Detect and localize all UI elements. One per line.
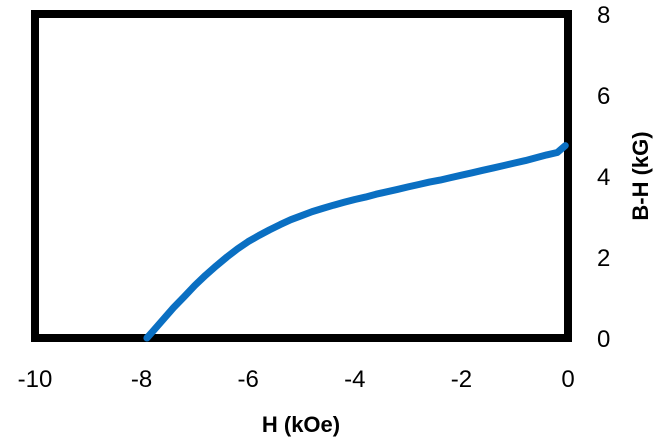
y-tick-label: 2 [597, 245, 610, 272]
y-axis-title: B-H (kG) [628, 131, 653, 220]
y-tick-label: 8 [597, 2, 610, 29]
series-layer [143, 142, 569, 342]
y-tick-label: 6 [597, 83, 610, 110]
y-tick-label: 4 [597, 164, 610, 191]
x-tick-label: -6 [238, 366, 259, 393]
x-tick-label: 0 [561, 366, 574, 393]
plot-frame [31, 10, 572, 342]
tick-labels: -10 -8 -6 -4 -2 00 2 4 6 8 [18, 2, 611, 393]
x-tick-label: -2 [451, 366, 472, 393]
x-tick-label: -4 [344, 366, 365, 393]
x-tick-label: -8 [131, 366, 152, 393]
y-tick-label: 0 [597, 326, 610, 353]
x-tick-label: -10 [18, 366, 53, 393]
series-line [143, 142, 569, 342]
x-axis-title: H (kOe) [262, 412, 340, 437]
